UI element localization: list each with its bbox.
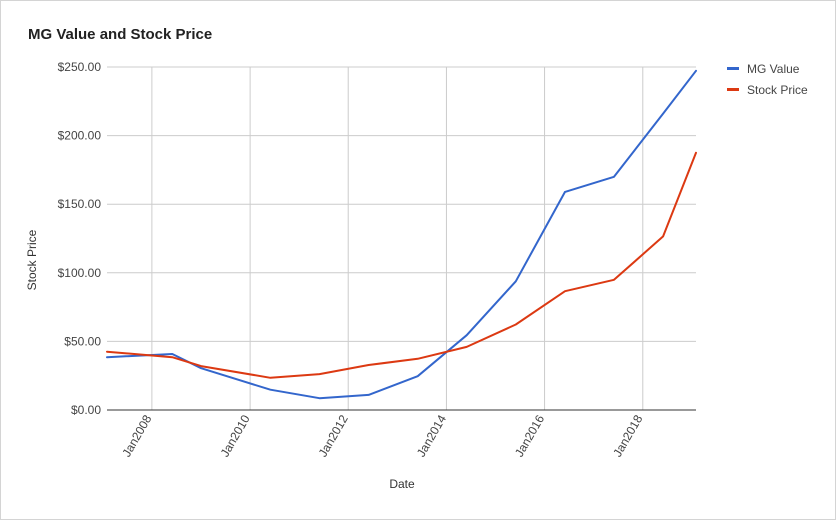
series-line-mg-value [106, 69, 697, 400]
legend-swatch [727, 67, 739, 70]
y-tick-label: $250.00 [58, 60, 102, 74]
y-tick-label: $50.00 [64, 334, 101, 348]
series-layer [106, 69, 697, 400]
x-axis-label: Date [389, 477, 415, 491]
legend-item-mg-value: MG Value [727, 58, 808, 79]
legend-swatch [727, 88, 739, 91]
x-tick-label: Jan2018 [610, 412, 645, 459]
y-tick-label: $100.00 [58, 266, 102, 280]
chart-title: MG Value and Stock Price [28, 26, 213, 43]
grid-layer [107, 66, 696, 410]
legend-item-stock-price: Stock Price [727, 79, 808, 100]
x-tick-label: Jan2010 [218, 412, 253, 459]
legend-label: Stock Price [747, 82, 808, 97]
x-tick-label: Jan2016 [512, 412, 547, 459]
x-tick-label: Jan2012 [316, 412, 351, 459]
x-tick-label: Jan2008 [119, 412, 154, 459]
y-axis-label: Stock Price [25, 229, 39, 290]
y-tick-label: $200.00 [58, 129, 102, 143]
y-tick-label: $0.00 [71, 403, 101, 417]
x-tick-label: Jan2014 [414, 412, 449, 459]
axis-layer: $0.00 $50.00 $100.00 $150.00 $200.00 $250.00 J… [58, 60, 696, 459]
series-line-stock-price [106, 151, 697, 379]
legend: MG Value Stock Price [727, 58, 808, 100]
legend-label: MG Value [747, 61, 800, 76]
y-tick-label: $150.00 [58, 197, 102, 211]
